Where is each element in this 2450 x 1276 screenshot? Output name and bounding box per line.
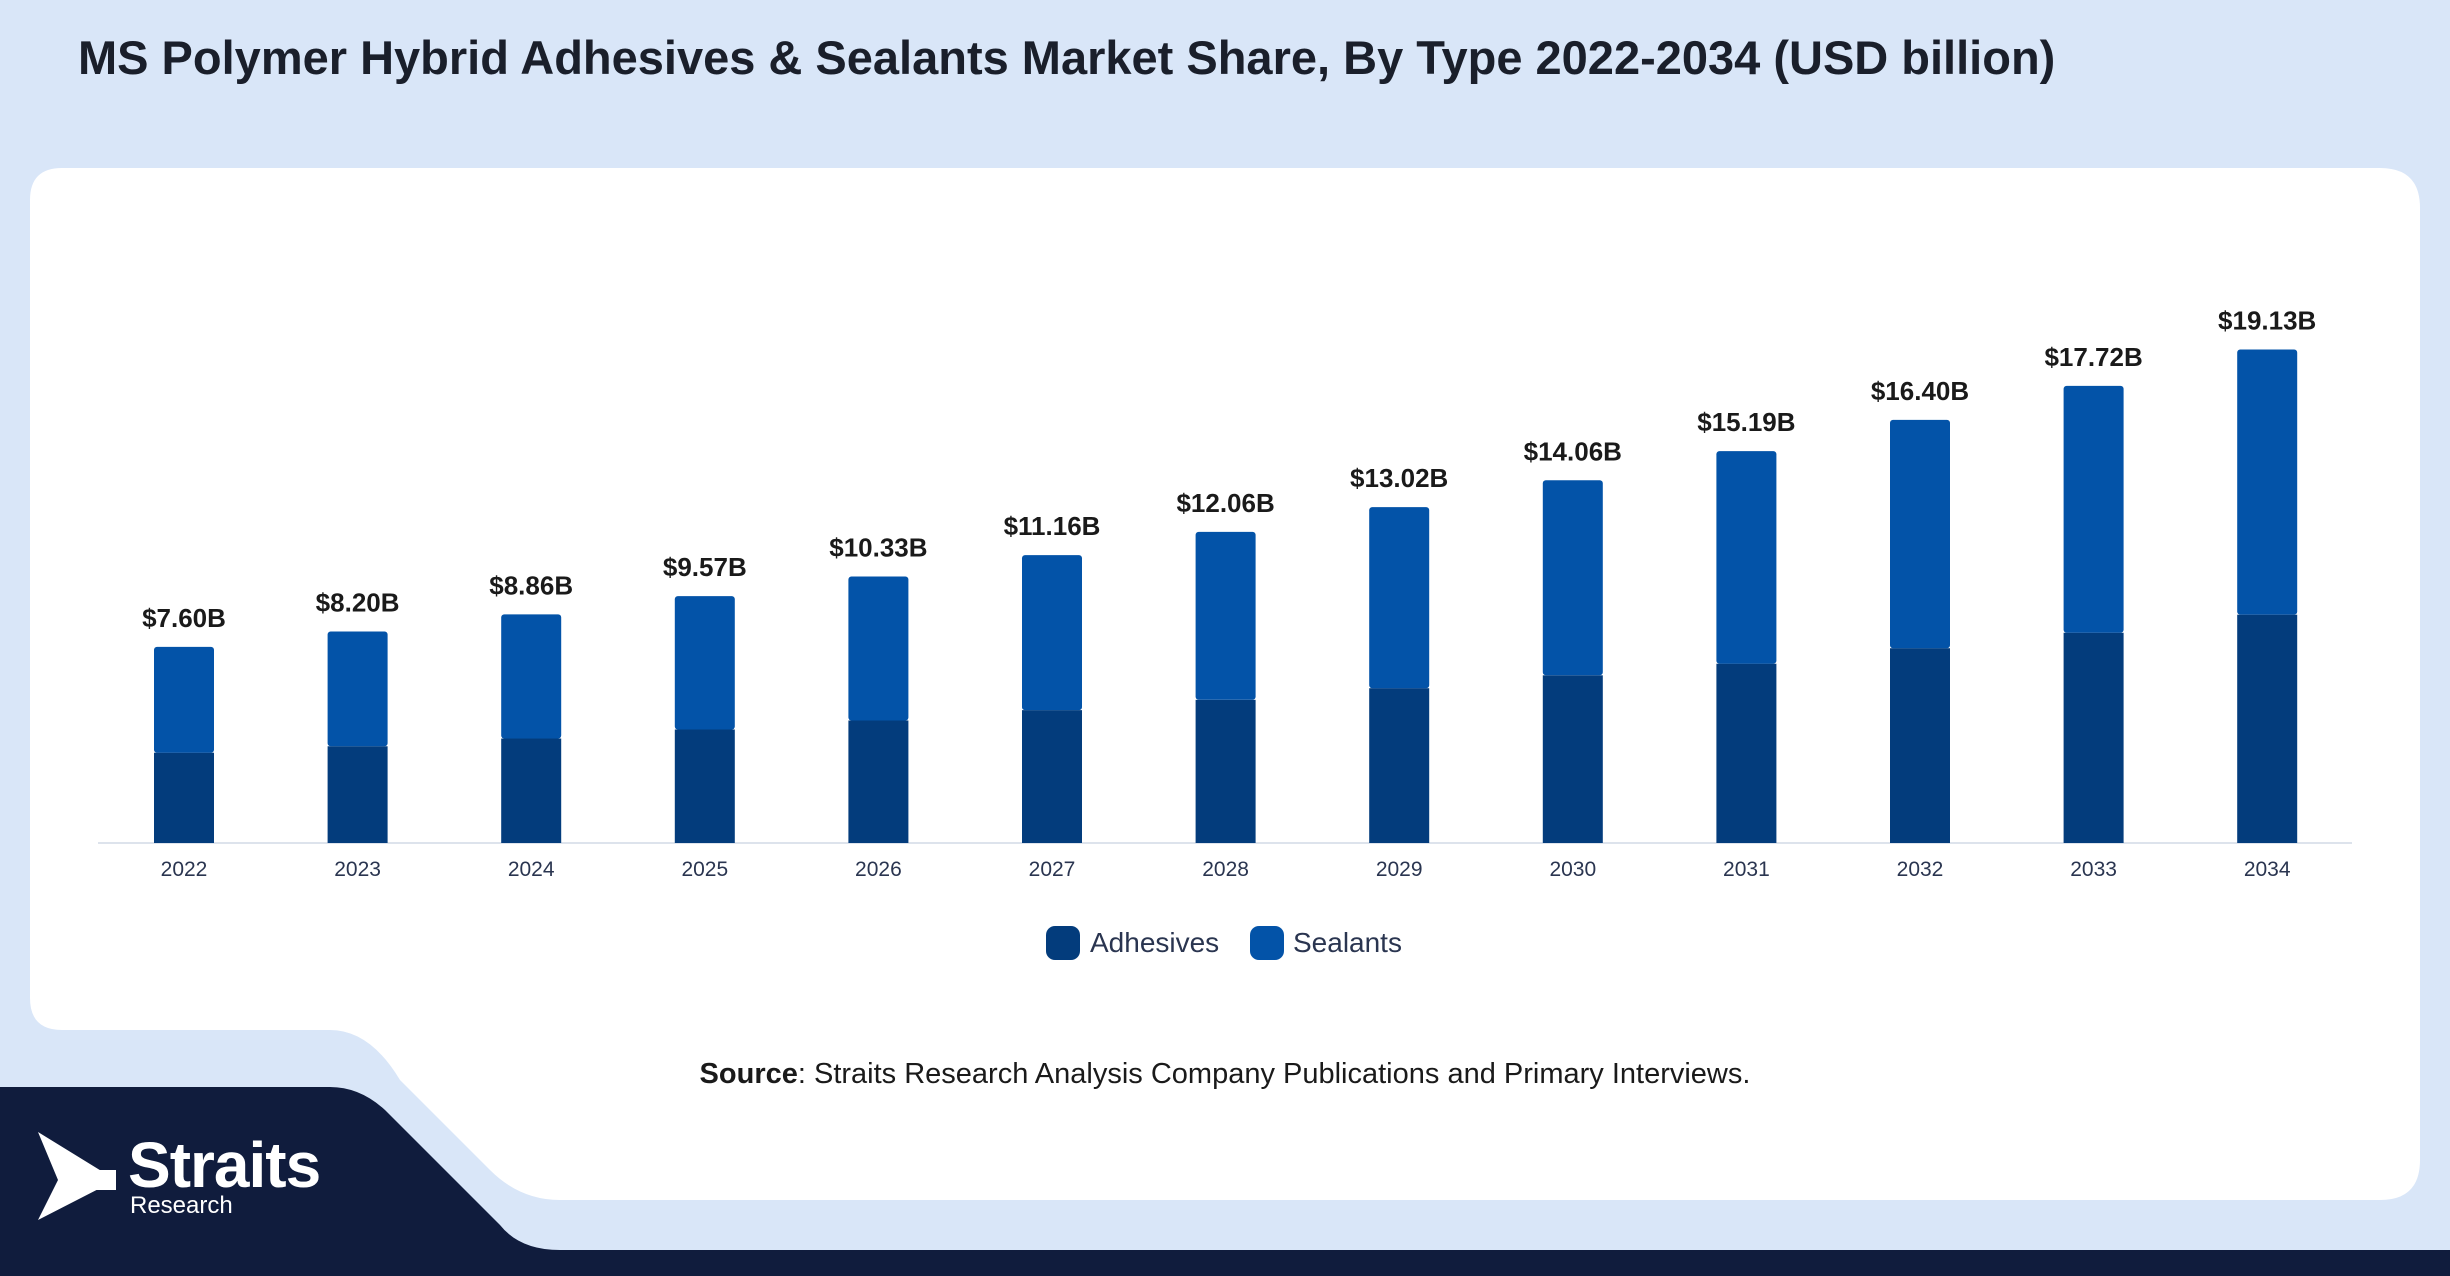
x-tick-label-2023: 2023 bbox=[334, 858, 381, 881]
logo-subtitle: Research bbox=[130, 1192, 233, 1219]
total-label-2022: $7.60B bbox=[142, 603, 226, 633]
total-label-2024: $8.86B bbox=[489, 570, 573, 600]
bar-adhesives-2023 bbox=[327, 746, 388, 843]
x-tick-label-2032: 2032 bbox=[1897, 858, 1944, 881]
bar-sealants-2025 bbox=[674, 596, 735, 730]
straits-logo-icon bbox=[38, 1132, 116, 1220]
x-tick-label-2031: 2031 bbox=[1723, 858, 1770, 881]
total-label-2029: $13.02B bbox=[1350, 463, 1448, 493]
legend-swatch-adhesives bbox=[1046, 926, 1080, 960]
bar-sealants-2026 bbox=[848, 576, 909, 721]
bar-sealants-2030 bbox=[1542, 480, 1603, 676]
legend-label-sealants: Sealants bbox=[1293, 927, 1402, 958]
total-label-2028: $12.06B bbox=[1176, 488, 1274, 518]
total-label-2031: $15.19B bbox=[1697, 407, 1795, 437]
bar-sealants-2034 bbox=[2237, 349, 2298, 615]
source-note: Source: Straits Research Analysis Compan… bbox=[0, 1058, 2450, 1091]
total-label-2034: $19.13B bbox=[2218, 305, 2316, 335]
total-label-2030: $14.06B bbox=[1524, 436, 1622, 466]
bar-sealants-2022 bbox=[154, 646, 214, 753]
logo-name: Straits bbox=[128, 1129, 321, 1201]
bars-group bbox=[98, 349, 2352, 844]
bar-adhesives-2033 bbox=[2063, 632, 2124, 843]
bar-adhesives-2024 bbox=[501, 738, 562, 843]
bar-adhesives-2027 bbox=[1022, 710, 1082, 843]
bar-adhesives-2028 bbox=[1195, 699, 1256, 843]
x-tick-label-2029: 2029 bbox=[1376, 858, 1423, 881]
source-label: Source bbox=[699, 1058, 798, 1090]
total-label-2026: $10.33B bbox=[829, 532, 927, 562]
x-tick-label-2027: 2027 bbox=[1029, 858, 1076, 881]
total-label-2027: $11.16B bbox=[1004, 511, 1101, 541]
footer-band bbox=[0, 1087, 2450, 1276]
bar-sealants-2032 bbox=[1890, 419, 1950, 649]
page-title: MS Polymer Hybrid Adhesives & Sealants M… bbox=[78, 31, 2056, 84]
x-tick-label-2034: 2034 bbox=[2244, 858, 2291, 881]
total-label-2023: $8.20B bbox=[316, 587, 400, 617]
legend: Adhesives Sealants bbox=[1046, 926, 1402, 960]
bar-adhesives-2029 bbox=[1369, 688, 1430, 843]
bar-adhesives-2032 bbox=[1890, 648, 1950, 843]
legend-label-adhesives: Adhesives bbox=[1090, 927, 1219, 958]
bar-adhesives-2030 bbox=[1542, 675, 1603, 843]
bar-adhesives-2025 bbox=[674, 729, 735, 843]
x-tick-label-2033: 2033 bbox=[2070, 858, 2117, 881]
x-tick-label-2030: 2030 bbox=[1549, 858, 1596, 881]
total-label-2033: $17.72B bbox=[2044, 342, 2142, 372]
bar-sealants-2028 bbox=[1195, 531, 1256, 700]
bar-adhesives-2022 bbox=[154, 752, 214, 843]
x-tick-label-2028: 2028 bbox=[1202, 858, 1249, 881]
bar-adhesives-2026 bbox=[848, 720, 909, 843]
x-tick-label-2022: 2022 bbox=[161, 858, 208, 881]
total-label-2025: $9.57B bbox=[663, 552, 747, 582]
bar-sealants-2023 bbox=[327, 631, 388, 747]
labels-group: $7.60B 2022 $8.20B 2023 $8.86B 2024 $9.57B 2025… bbox=[142, 305, 2316, 881]
x-tick-label-2026: 2026 bbox=[855, 858, 902, 881]
bar-sealants-2029 bbox=[1369, 507, 1430, 689]
bar-sealants-2033 bbox=[2063, 385, 2124, 633]
legend-swatch-sealants bbox=[1250, 926, 1284, 960]
total-label-2032: $16.40B bbox=[1871, 376, 1969, 406]
bar-sealants-2027 bbox=[1022, 555, 1082, 711]
bar-sealants-2031 bbox=[1716, 451, 1777, 664]
x-tick-label-2025: 2025 bbox=[681, 858, 728, 881]
source-text: : Straits Research Analysis Company Publ… bbox=[797, 1058, 1751, 1090]
bar-sealants-2024 bbox=[501, 614, 562, 739]
bar-adhesives-2034 bbox=[2237, 614, 2298, 843]
x-tick-label-2024: 2024 bbox=[508, 858, 555, 881]
bar-adhesives-2031 bbox=[1716, 663, 1777, 843]
